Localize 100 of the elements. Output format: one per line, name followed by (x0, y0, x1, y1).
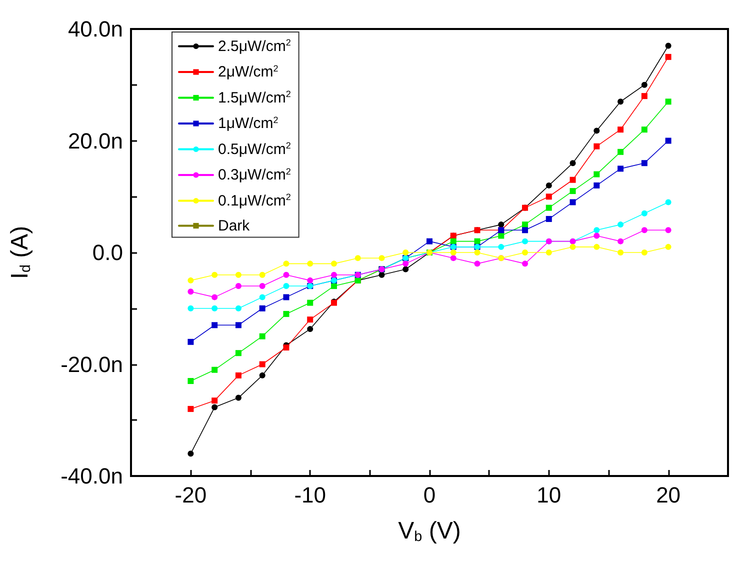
point (450, 255, 456, 262)
point (618, 166, 624, 172)
x-tick-label: -20 (174, 482, 207, 508)
y-axis-title: Id (A) (6, 226, 34, 280)
point (235, 372, 242, 378)
point (188, 288, 194, 295)
point (522, 238, 528, 244)
point (665, 199, 672, 206)
point (522, 250, 528, 256)
point (594, 182, 600, 188)
point (330, 260, 337, 267)
y-tick-label: 40.0n (68, 16, 123, 42)
x-tick-label: 10 (536, 482, 562, 508)
point (283, 310, 290, 317)
point (259, 294, 266, 300)
point (212, 294, 218, 300)
point (498, 232, 504, 239)
point (212, 404, 218, 410)
point (307, 326, 314, 332)
point (259, 333, 266, 340)
y-tick-label: 20.0n (68, 128, 123, 154)
point (570, 199, 576, 206)
point (402, 250, 409, 256)
point (259, 361, 266, 368)
point (450, 250, 456, 256)
point (641, 82, 648, 88)
point (546, 250, 552, 256)
point (546, 216, 552, 222)
point (402, 266, 409, 272)
point (283, 260, 290, 267)
point (546, 194, 552, 200)
legend-label: Dark (218, 217, 250, 234)
point (594, 244, 600, 250)
point (641, 210, 648, 216)
point (474, 250, 480, 256)
point (450, 238, 456, 244)
point (665, 244, 672, 250)
point (259, 283, 266, 290)
point (235, 283, 242, 290)
point (212, 398, 218, 404)
point (474, 260, 480, 267)
point (235, 305, 242, 312)
point (212, 322, 218, 328)
point (594, 232, 600, 239)
point (378, 255, 385, 262)
point (570, 176, 576, 183)
point (594, 227, 600, 234)
point (522, 260, 528, 267)
point (212, 305, 218, 312)
point (259, 305, 266, 312)
point (522, 227, 528, 234)
point (188, 450, 194, 457)
point (235, 394, 242, 401)
point (235, 350, 242, 356)
point (618, 238, 624, 244)
point (307, 316, 314, 323)
point (618, 98, 624, 105)
point (307, 300, 314, 306)
point (212, 272, 218, 278)
point (618, 148, 624, 155)
point (259, 272, 266, 278)
point (188, 378, 194, 384)
point (546, 204, 552, 211)
point (402, 260, 409, 267)
point (283, 272, 290, 278)
point (307, 277, 314, 284)
point (522, 222, 528, 228)
point (665, 138, 672, 144)
point (474, 238, 480, 244)
point (641, 250, 648, 256)
point (641, 227, 648, 234)
point (378, 272, 385, 278)
point (498, 244, 504, 250)
point (354, 255, 361, 262)
point (498, 222, 504, 228)
point (665, 54, 672, 60)
point (641, 93, 648, 100)
y-tick-label: -40.0n (60, 464, 123, 488)
point (570, 188, 576, 194)
point (188, 406, 194, 412)
point (594, 171, 600, 178)
point (188, 277, 194, 284)
point (641, 160, 648, 166)
x-tick-label: 20 (656, 482, 681, 508)
point (307, 260, 314, 267)
point (594, 128, 600, 134)
point (235, 322, 242, 328)
point (570, 160, 576, 166)
point (570, 244, 576, 250)
point (665, 227, 672, 234)
y-tick-label: 0.0 (92, 240, 123, 265)
point (641, 126, 648, 133)
point (618, 222, 624, 228)
point (618, 250, 624, 256)
point (235, 272, 242, 278)
point (665, 98, 672, 105)
point (426, 238, 432, 244)
x-tick-label: -10 (294, 482, 326, 508)
point (330, 283, 337, 290)
y-tick-label: -20.0n (60, 352, 123, 377)
